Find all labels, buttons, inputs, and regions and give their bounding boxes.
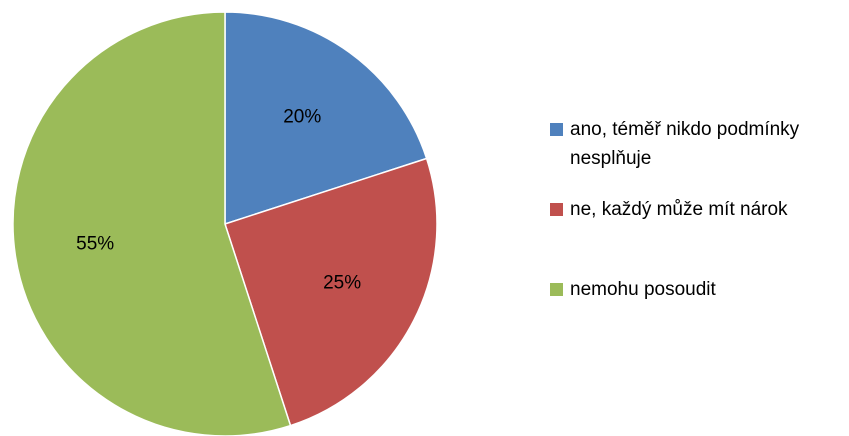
legend-line: nesplňuje [570, 148, 651, 169]
data-label: 25% [323, 273, 361, 294]
pie-slice [224, 157, 438, 427]
legend-label: ne, každý může mít nárok [570, 199, 788, 220]
legend-swatch [550, 123, 563, 136]
data-label: 20% [283, 107, 321, 128]
data-label: 55% [76, 234, 114, 255]
pie-slice [224, 11, 428, 226]
legend-line: ne, každý může mít nárok [570, 199, 788, 220]
pie-slice [12, 11, 292, 436]
legend-swatch [550, 203, 563, 216]
legend-line: nemohu posoudit [570, 279, 716, 300]
legend-line: ano, téměř nikdo podmínky [570, 119, 804, 140]
legend-label: nemohu posoudit [570, 279, 716, 300]
legend-label: ano, téměř nikdo podmínky nesplňuje [570, 119, 804, 169]
legend-swatch [550, 283, 563, 296]
